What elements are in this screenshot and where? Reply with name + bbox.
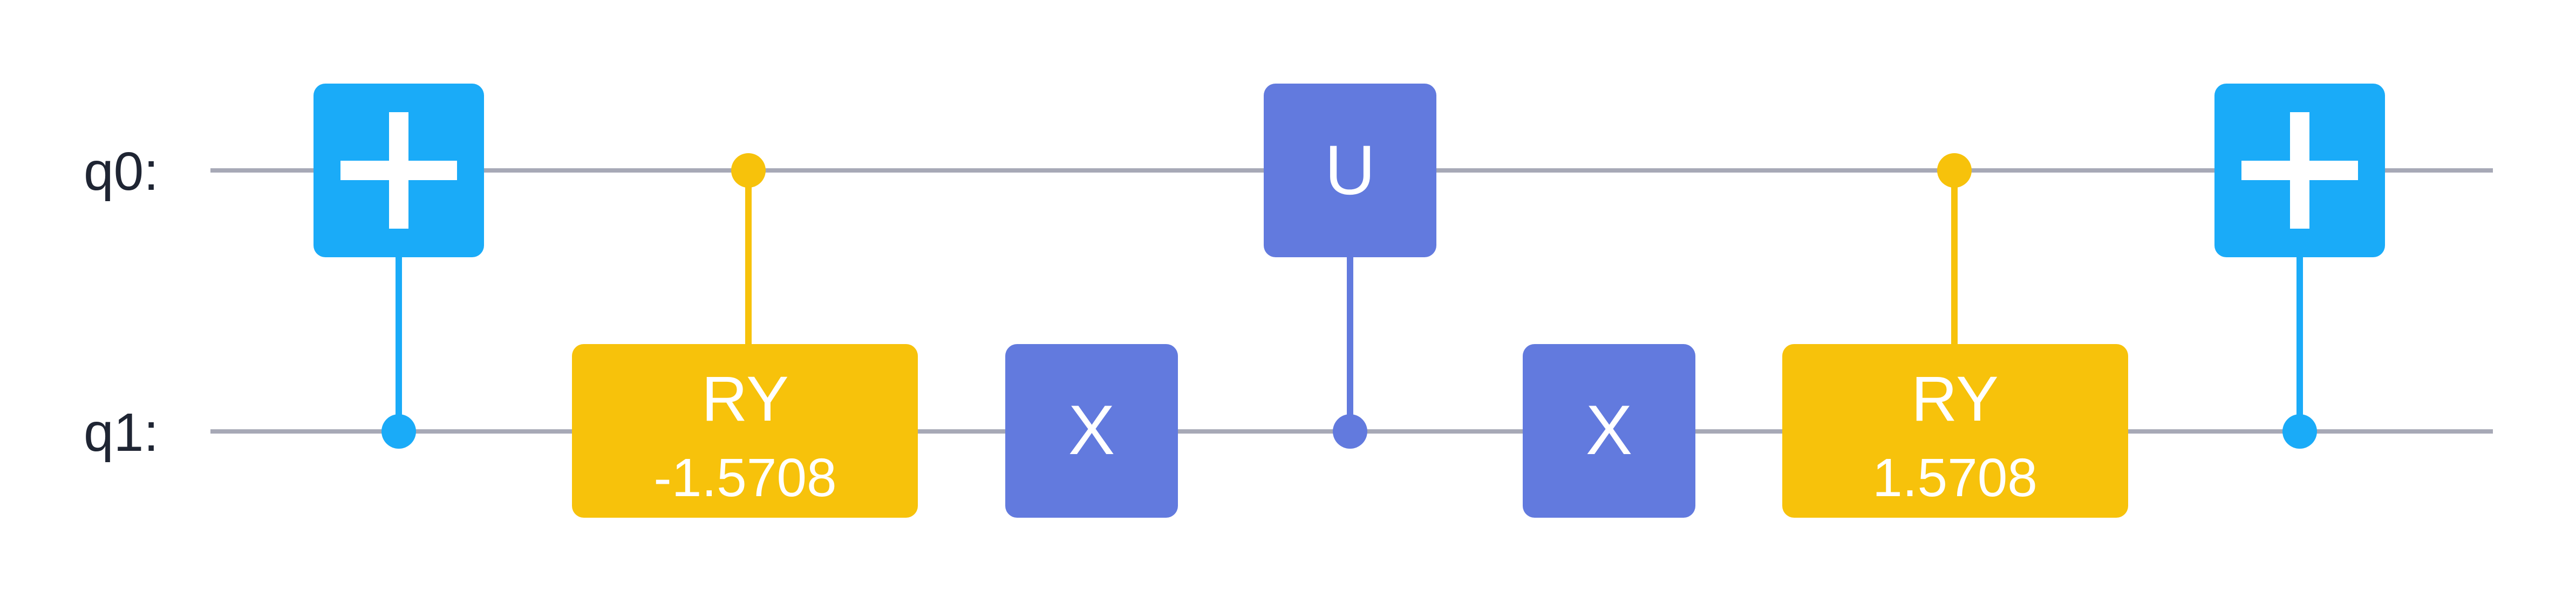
wire-labels: q0: q1:	[84, 141, 159, 463]
gate-name: RY	[1911, 363, 1999, 435]
gate-name: RY	[701, 363, 789, 435]
gate-param: 1.5708	[1872, 448, 2037, 508]
gate-name: X	[1068, 390, 1115, 469]
ry-gate-box	[572, 344, 918, 518]
gate-name: U	[1325, 131, 1375, 209]
gate-cry-1: RY -1.5708	[572, 153, 918, 518]
plus-icon	[2241, 112, 2358, 229]
u-gate-box	[1264, 84, 1436, 257]
gate-cry-2: RY 1.5708	[1782, 153, 2128, 518]
gate-x-1: X	[1005, 344, 1178, 518]
gate-cx-1	[314, 84, 484, 449]
gate-param: -1.5708	[653, 448, 836, 508]
plus-icon	[340, 112, 457, 229]
gate-name: X	[1586, 390, 1633, 469]
wire-label-q0: q0:	[84, 141, 159, 202]
x-gate-box	[1523, 344, 1695, 518]
control-dot	[731, 153, 766, 188]
gate-cu-1: U	[1264, 84, 1436, 449]
wire-label-q1: q1:	[84, 402, 159, 463]
x-gate-box	[1005, 344, 1178, 518]
ry-gate-box	[1782, 344, 2128, 518]
control-dot	[1333, 414, 1367, 449]
control-dot	[1937, 153, 1972, 188]
control-dot	[2282, 414, 2317, 449]
gate-x-2: X	[1523, 344, 1695, 518]
gate-cx-2	[2214, 84, 2385, 449]
control-dot	[381, 414, 416, 449]
